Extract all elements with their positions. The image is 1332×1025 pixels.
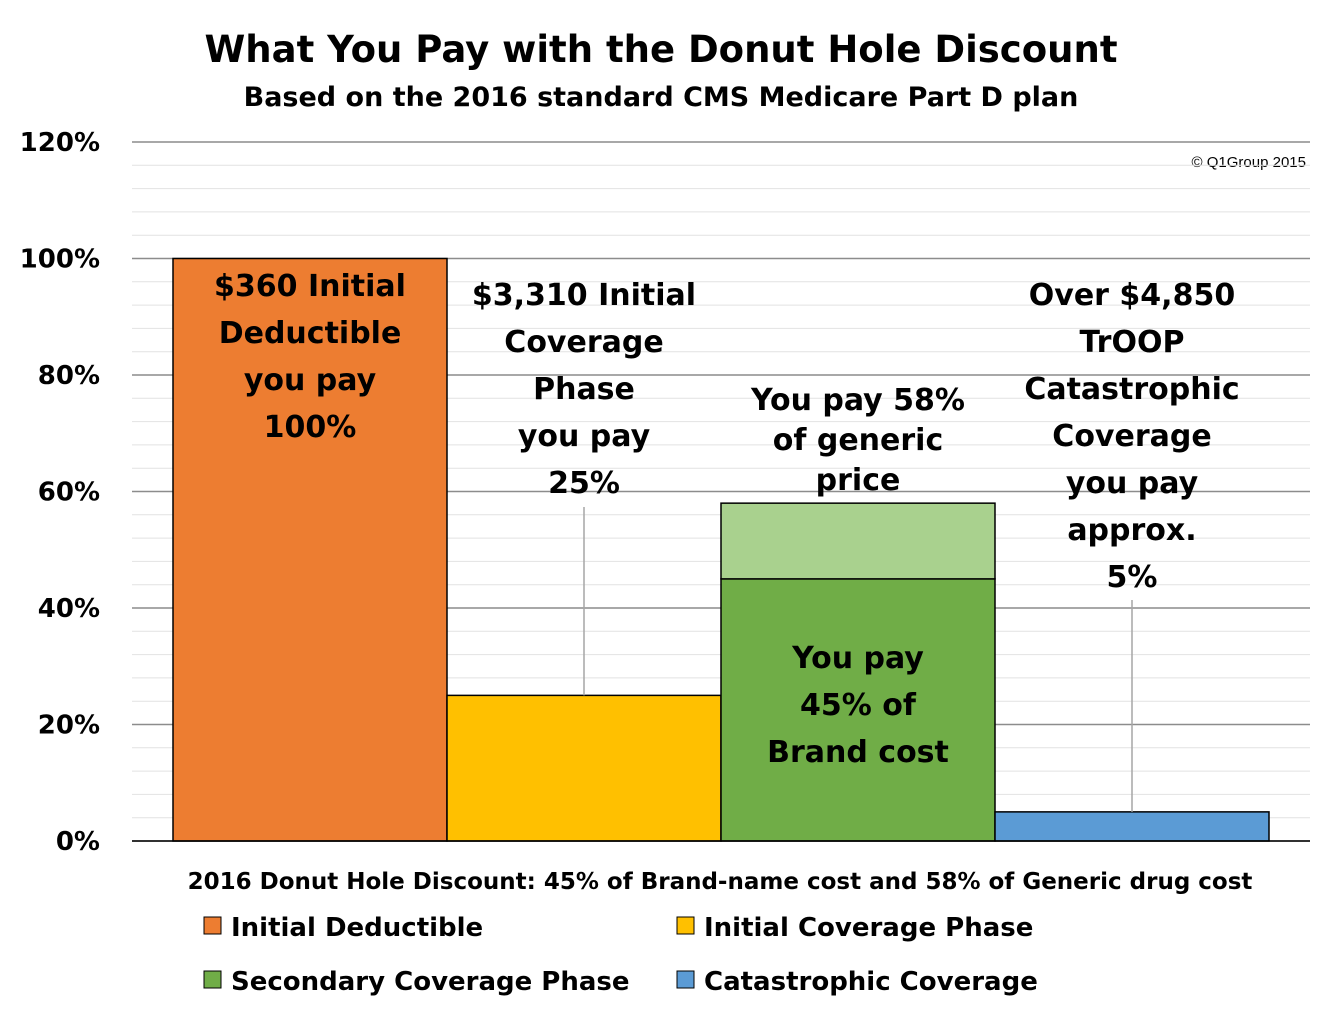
y-axis-ticks: 0% 20% 40% 60% 80% 100% 120% [20,128,100,857]
copyright-note: © Q1Group 2015 [1192,154,1306,171]
y-tick-label: 120% [20,128,100,158]
y-tick-label: 20% [38,711,100,741]
x-axis-label: 2016 Donut Hole Discount: 45% of Brand-n… [188,869,1253,895]
bar-initial-deductible [172,257,448,842]
legend-swatch [203,916,222,935]
chart-subtitle: Based on the 2016 standard CMS Medicare … [244,82,1079,113]
bar-generic-segment [720,502,996,580]
bar-secondary-coverage-phase [720,578,996,842]
chart-title: What You Pay with the Donut Hole Discoun… [204,28,1117,71]
bar-initial-coverage-phase [446,694,722,842]
bar-labels: $360 Initial Deductible you pay 100% $3,310 … [214,269,1240,812]
legend-swatch [676,970,695,989]
legend-label: Initial Deductible [231,913,483,943]
y-tick-label: 100% [20,245,100,275]
legend-swatch [676,916,695,935]
label-catastrophic: Over $4,850 TrOOP Catastrophic Coverage you … [1024,278,1239,595]
label-brand-cost: You pay 45% of Brand cost [767,641,949,770]
bars [132,257,1310,842]
legend: Initial Deductible Initial Coverage Phase… [203,913,1038,997]
label-initial-coverage: $3,310 Initial Coverage Phase you pay 25% [472,278,696,501]
bar-catastrophic-coverage [994,811,1270,842]
label-initial-deductible: $360 Initial Deductible you pay 100% [214,269,406,445]
legend-label: Initial Coverage Phase [704,913,1033,943]
y-tick-label: 40% [38,594,100,624]
y-tick-label: 60% [38,478,100,508]
legend-label: Catastrophic Coverage [704,967,1038,997]
legend-label: Secondary Coverage Phase [231,967,630,997]
legend-swatch [203,970,222,989]
y-tick-label: 0% [56,827,100,857]
label-generic-price: You pay 58% of generic price [750,383,965,498]
y-tick-label: 80% [38,361,100,391]
